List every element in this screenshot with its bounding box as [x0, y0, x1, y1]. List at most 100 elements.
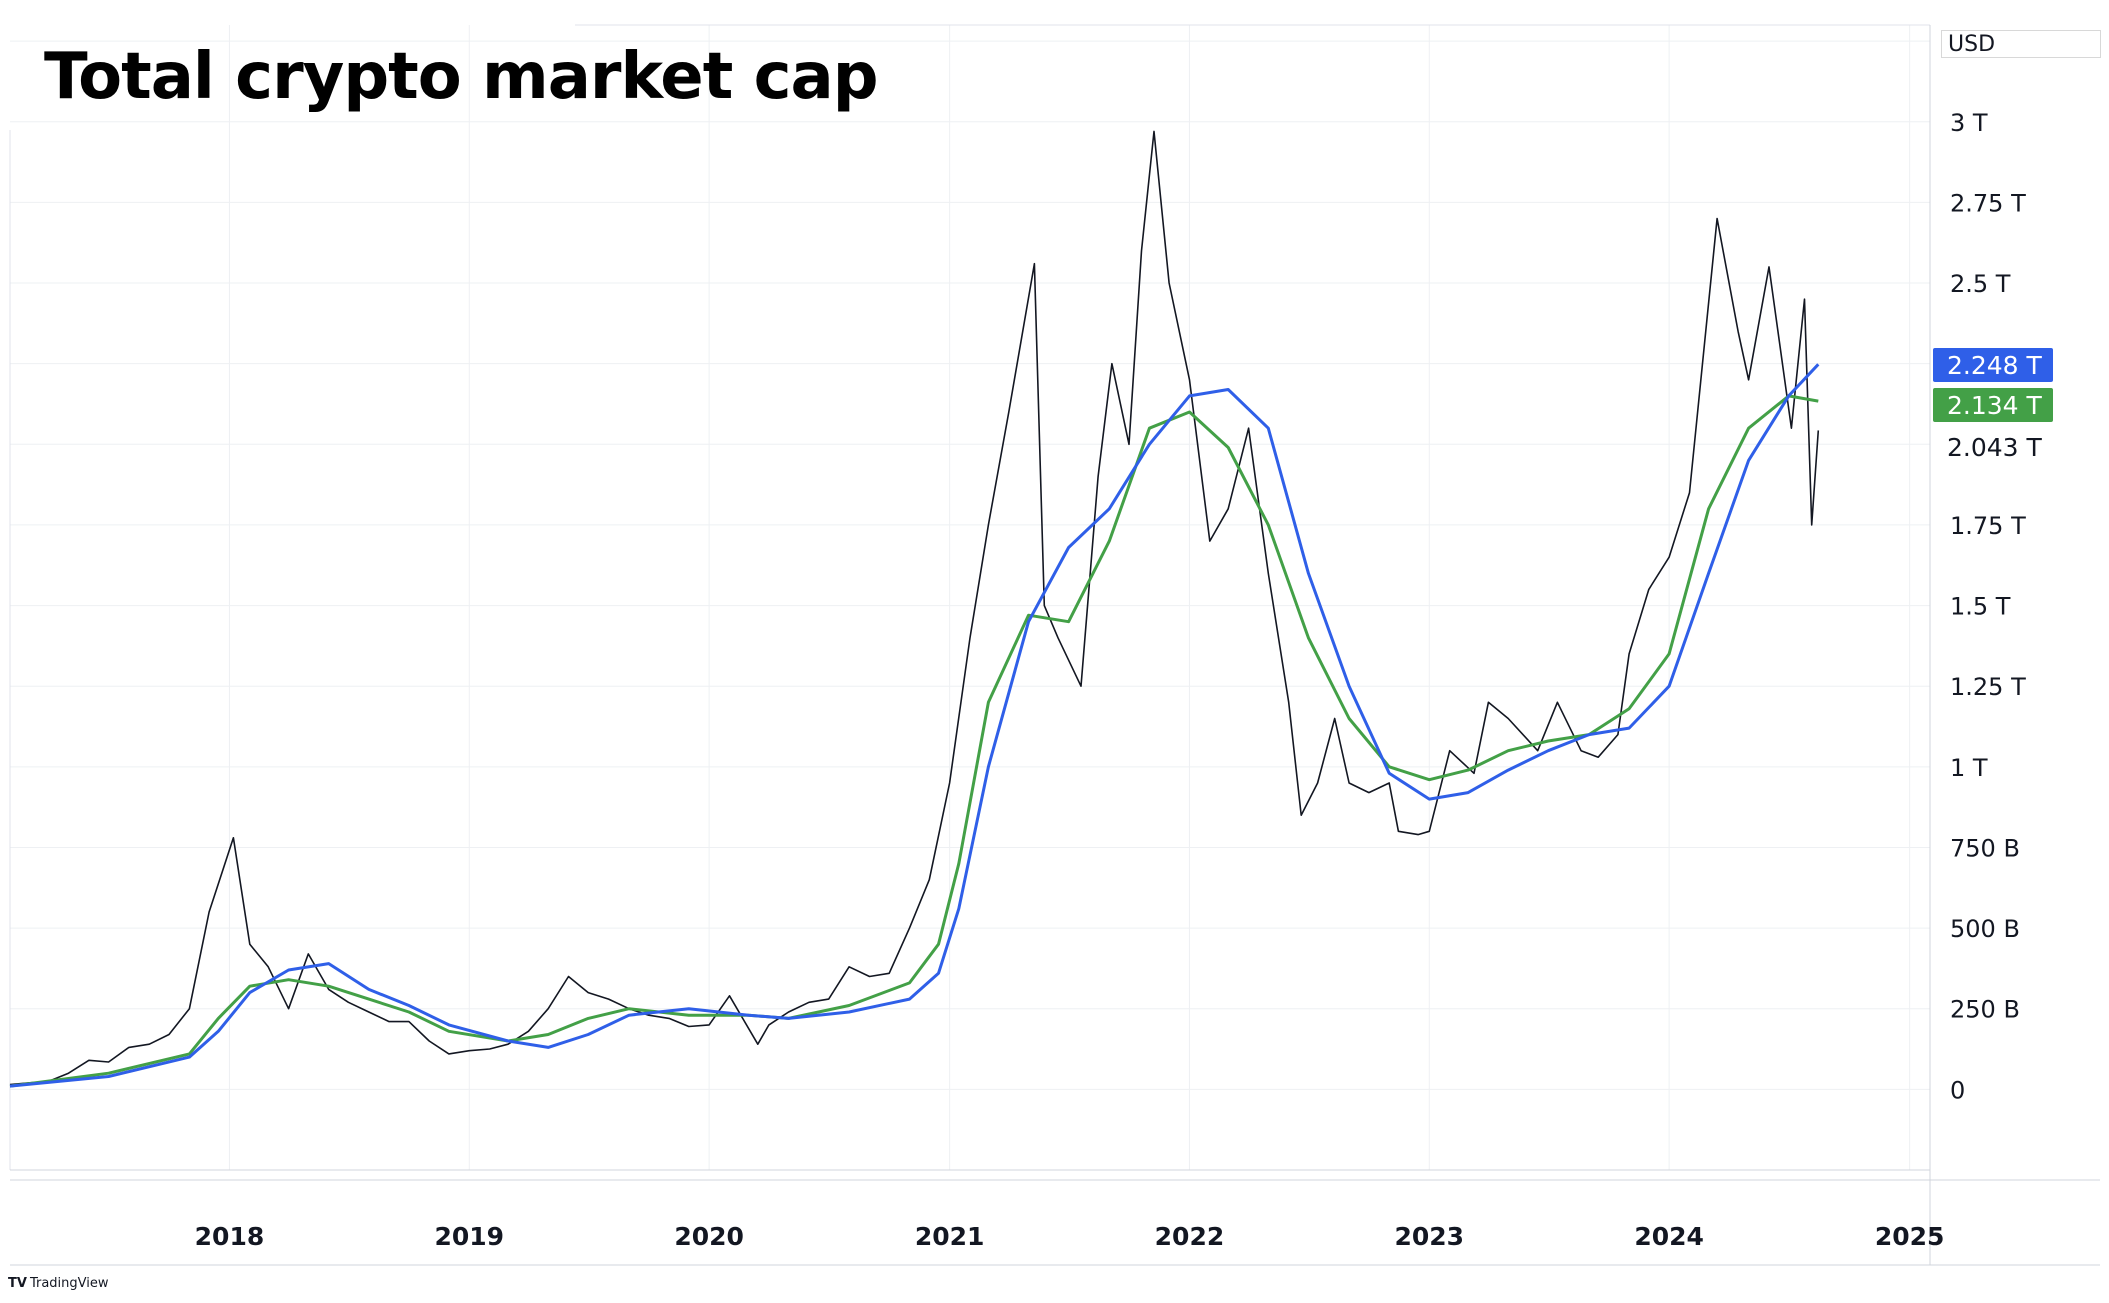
data-point-ma-green [408, 1011, 409, 1012]
data-point-price [869, 976, 870, 977]
data-point-ma-green [688, 1015, 689, 1016]
data-point-price [469, 1050, 470, 1051]
data-point-ma-blue [1028, 621, 1029, 622]
series-line-ma-blue [9, 363, 1820, 1088]
y-tick-label: 750 B [1950, 834, 2020, 862]
data-point-price [1169, 282, 1170, 283]
data-point-ma-green [218, 1018, 219, 1019]
data-point-ma-blue [1429, 799, 1430, 800]
data-point-price [368, 1011, 369, 1012]
data-point-price [1429, 831, 1430, 832]
data-point-ma-green [1149, 428, 1150, 429]
x-tick-label: 2024 [1634, 1222, 1704, 1251]
data-point-ma-blue [938, 973, 939, 974]
data-point-price [68, 1073, 69, 1074]
data-point-price [1044, 605, 1045, 606]
data-point-ma-green [938, 944, 939, 945]
data-point-price [168, 1034, 169, 1035]
data-point-ma-blue [328, 963, 329, 964]
data-point-price [568, 976, 569, 977]
data-point-price [1153, 131, 1154, 132]
data-point-price [889, 973, 890, 974]
data-point-price [128, 1047, 129, 1048]
data-point-price [1268, 573, 1269, 574]
data-point-ma-green [288, 979, 289, 980]
data-point-price [1449, 750, 1450, 751]
x-tick-label: 2021 [915, 1222, 985, 1251]
y-tick-label: 250 B [1950, 996, 2020, 1024]
data-point-price [929, 879, 930, 880]
data-point-ma-blue [448, 1024, 449, 1025]
data-point-price [788, 1011, 789, 1012]
data-point-price [849, 966, 850, 967]
data-point-ma-blue [218, 1031, 219, 1032]
data-point-ma-blue [1629, 728, 1630, 729]
data-point-price [949, 782, 950, 783]
x-tick-label: 2023 [1395, 1222, 1465, 1251]
data-point-price [209, 911, 210, 912]
data-point-price [828, 999, 829, 1000]
data-point-ma-blue [1508, 770, 1509, 771]
watermark: 𝗧𝗩 TradingView [8, 1276, 108, 1291]
data-point-ma-green [849, 1005, 850, 1006]
data-point-ma-blue [909, 999, 910, 1000]
data-point-ma-green [1669, 653, 1670, 654]
data-point-price [1398, 831, 1399, 832]
data-point-price [1818, 430, 1819, 431]
data-point-price [548, 1008, 549, 1009]
y-tick-label: 1 T [1950, 754, 1988, 782]
series-line-ma-green [9, 394, 1819, 1088]
data-point-ma-blue [1548, 750, 1549, 751]
watermark-text: TradingView [29, 1276, 109, 1291]
data-point-ma-blue [249, 992, 250, 993]
last-value-text: 2.134 T [1947, 391, 2043, 420]
data-point-price [1811, 524, 1812, 525]
x-axis[interactable]: 2018 2019 2020 2021 2022 2023 2024 2025 [195, 1222, 1945, 1251]
data-point-ma-blue [1708, 573, 1709, 574]
data-point-ma-blue [408, 1005, 409, 1006]
currency-label[interactable]: USD [1941, 30, 2101, 58]
data-point-price [768, 1024, 769, 1025]
data-point-price [508, 1044, 509, 1045]
data-point-ma-green [1468, 770, 1469, 771]
chart-frame [9, 24, 2100, 1266]
data-point-price [1111, 363, 1112, 364]
data-point-price [1141, 250, 1142, 251]
last-value-text: 2.043 T [1947, 433, 2043, 462]
y-tick-label: 2.5 T [1950, 270, 2011, 298]
data-point-price [1389, 782, 1390, 783]
data-point-price [408, 1021, 409, 1022]
data-point-ma-green [1068, 621, 1069, 622]
data-point-price [1791, 428, 1792, 429]
y-tick-label: 0 [1950, 1076, 1965, 1104]
data-point-price [1334, 718, 1335, 719]
data-point-ma-blue [1068, 547, 1069, 548]
last-value-label-blue: 2.248 T [1933, 348, 2053, 382]
y-tick-label: 500 B [1950, 915, 2020, 943]
last-value-box [1933, 388, 2053, 422]
data-point-price [1557, 702, 1558, 703]
data-point-price [1804, 299, 1805, 300]
data-point-ma-blue [1468, 792, 1469, 793]
data-point-price [1508, 718, 1509, 719]
data-point-ma-green [958, 863, 959, 864]
data-point-ma-green [588, 1018, 589, 1019]
data-point-ma-blue [1788, 395, 1789, 396]
data-point-price [1080, 686, 1081, 687]
data-point-price [249, 944, 250, 945]
data-point-ma-green [1109, 541, 1110, 542]
data-point-ma-green [548, 1034, 549, 1035]
y-tick-label: 3 T [1950, 109, 1988, 137]
data-point-price [1349, 782, 1350, 783]
last-value-box [1933, 430, 2053, 464]
data-point-price [308, 953, 309, 954]
data-point-ma-blue [588, 1034, 589, 1035]
data-point-price [1617, 734, 1618, 735]
x-tick-label: 2022 [1155, 1222, 1225, 1251]
data-point-price [1288, 702, 1289, 703]
data-point-price [1488, 702, 1489, 703]
data-point-price [328, 989, 329, 990]
data-point-ma-blue [1818, 364, 1819, 365]
